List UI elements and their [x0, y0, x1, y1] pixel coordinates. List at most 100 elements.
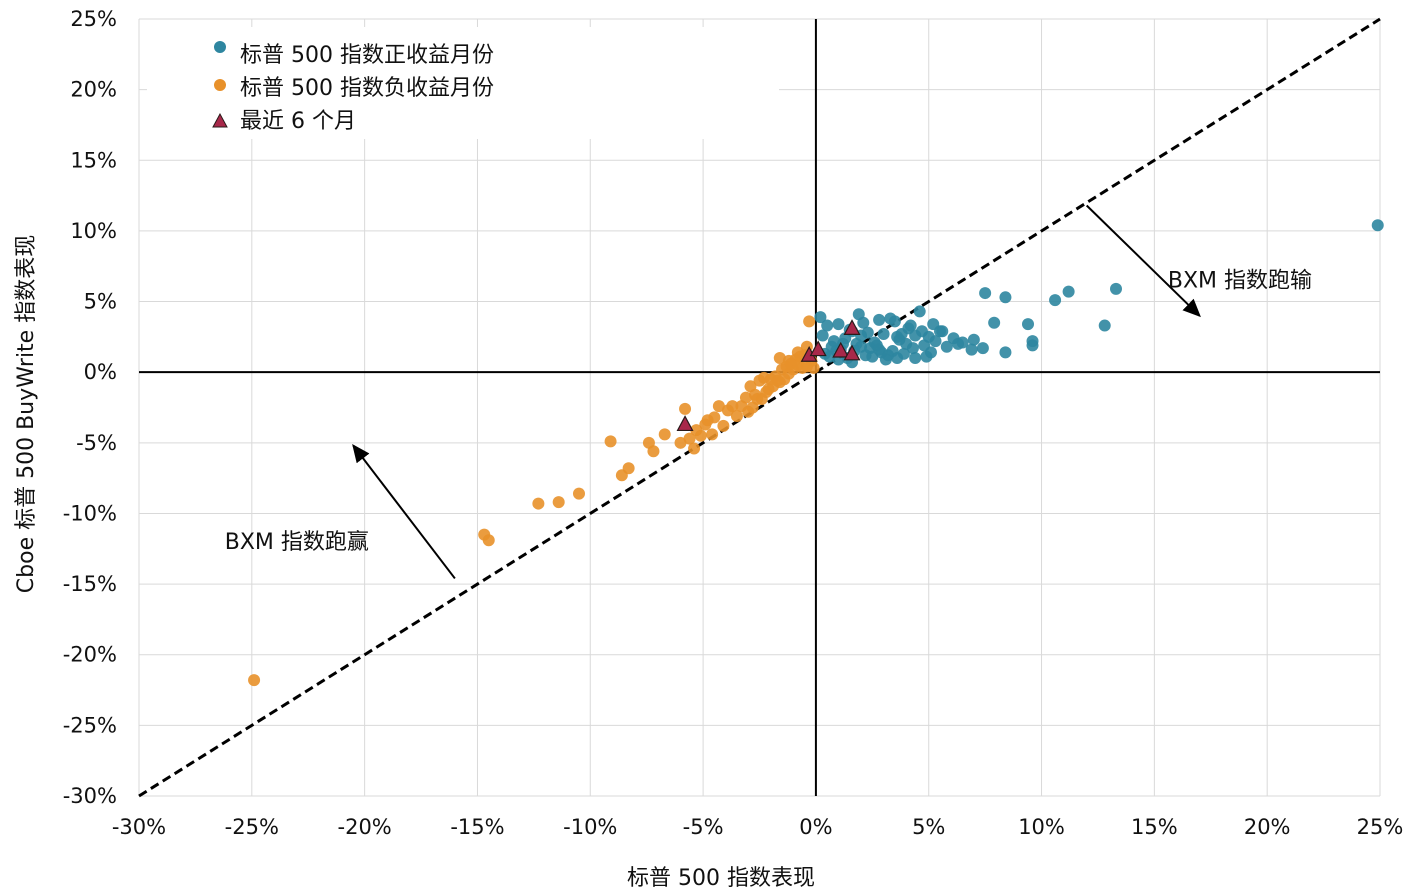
point-series-0-1 [1110, 282, 1123, 295]
point-series-0-27 [884, 312, 897, 325]
point-series-1-20 [712, 400, 725, 413]
annotation-arrows [352, 204, 1201, 580]
y-axis-title: Cboe 标普 500 BuyWrite 指数表现 [14, 235, 39, 593]
point-series-2-2 [809, 340, 827, 357]
point-series-0-4 [1098, 319, 1111, 332]
x-tick-label-11: 25% [1357, 815, 1404, 839]
point-series-0-2 [1062, 285, 1075, 298]
x-tick-label-0: -30% [112, 815, 166, 839]
x-tick-label-7: 5% [912, 815, 945, 839]
point-series-1-11 [658, 428, 671, 441]
point-series-1-52 [807, 361, 820, 374]
data-points [248, 219, 1384, 687]
legend-label-negative: 标普 500 指数负收益月份 [240, 76, 494, 101]
y-tick-label-2: -20% [63, 643, 117, 667]
point-series-0-74 [909, 352, 922, 365]
annotation-text-0: BXM 指数跑输 [1168, 268, 1312, 293]
point-series-0-5 [979, 287, 992, 300]
point-series-1-23 [726, 400, 739, 413]
point-series-0-18 [936, 325, 949, 338]
y-tick-label-1: -25% [63, 713, 117, 737]
legend-label-positive: 标普 500 指数正收益月份 [240, 43, 494, 68]
y-tick-label-7: 5% [84, 290, 117, 314]
point-series-0-69 [904, 319, 917, 332]
point-series-1-8 [622, 462, 635, 475]
point-series-0-3 [1049, 294, 1062, 307]
point-series-1-3 [532, 497, 545, 510]
point-series-1-21 [717, 419, 730, 432]
annotation-text-1: BXM 指数跑赢 [225, 530, 369, 555]
point-series-1-2 [482, 534, 495, 547]
point-series-0-46 [814, 311, 827, 324]
point-series-0-11 [999, 346, 1012, 359]
point-series-1-18 [706, 428, 719, 441]
point-series-1-15 [688, 442, 701, 455]
point-series-1-56 [760, 385, 773, 398]
x-tick-labels: -30% -25% -20% -15% -10% -5% 0% 5% 10% 15% 20% 25% [112, 815, 1403, 839]
legend-background [147, 27, 779, 139]
point-series-0-64 [823, 350, 836, 363]
point-series-1-5 [572, 487, 585, 500]
legend: 标普 500 指数正收益月份 标普 500 指数负收益月份 最近 6 个月 [212, 41, 494, 134]
y-tick-label-3: -15% [63, 572, 117, 596]
point-series-0-12 [976, 342, 989, 355]
point-series-0-45 [816, 329, 829, 342]
point-series-1-24 [730, 409, 743, 422]
point-series-0-66 [940, 340, 953, 353]
x-tick-label-5: -5% [683, 815, 724, 839]
legend-label-recent: 最近 6 个月 [240, 109, 356, 134]
point-series-0-10 [988, 316, 1001, 329]
point-series-1-4 [552, 496, 565, 509]
point-series-1-57 [771, 374, 784, 387]
y-tick-label-4: -10% [63, 501, 117, 525]
reference-line [138, 17, 1381, 798]
point-series-0-65 [952, 337, 965, 350]
grid-lines [138, 18, 1381, 797]
x-tick-label-3: -15% [450, 815, 504, 839]
legend-marker-positive [214, 41, 226, 53]
x-tick-label-10: 20% [1244, 815, 1291, 839]
point-series-1-13 [679, 402, 692, 415]
x-tick-label-8: 10% [1018, 815, 1065, 839]
point-series-1-6 [604, 435, 617, 448]
x-tick-label-4: -10% [563, 815, 617, 839]
point-series-2-0 [676, 415, 694, 432]
annotations: BXM 指数跑输 BXM 指数跑赢 [225, 268, 1312, 554]
point-series-0-63 [825, 340, 838, 353]
y-tick-label-10: 20% [70, 78, 117, 102]
y-tick-label-0: -30% [63, 784, 117, 808]
point-series-0-21 [913, 305, 926, 318]
point-series-1-61 [791, 346, 804, 359]
point-series-0-75 [873, 343, 886, 356]
x-tick-label-1: -25% [225, 815, 279, 839]
point-series-0-9 [1022, 318, 1035, 331]
point-series-1-50 [803, 315, 816, 328]
annotation-arrow-1 [352, 444, 456, 580]
point-series-0-73 [891, 330, 904, 343]
point-series-0-6 [999, 291, 1012, 304]
point-series-0-29 [877, 328, 890, 341]
point-series-0-8 [1026, 339, 1039, 352]
y-tick-label-11: 25% [70, 7, 117, 31]
point-series-0-0 [1371, 219, 1384, 232]
point-series-0-30 [873, 313, 886, 326]
point-series-0-43 [821, 319, 834, 332]
y-tick-label-8: 10% [70, 219, 117, 243]
diagonal-reference-line [138, 17, 1381, 798]
point-series-2-5 [843, 344, 861, 361]
point-series-0-48 [920, 350, 933, 363]
point-series-2-3 [832, 341, 850, 358]
point-series-1-54 [751, 393, 764, 406]
y-tick-label-9: 15% [70, 148, 117, 172]
point-series-0-14 [965, 343, 978, 356]
y-tick-labels: -30% -25% -20% -15% -10% -5% 0% 5% 10% 15% 20% 25% [63, 7, 117, 808]
zero-axes [139, 19, 1380, 796]
legend-marker-negative [214, 79, 226, 91]
point-series-1-0 [248, 674, 261, 687]
point-series-1-10 [647, 445, 660, 458]
point-series-2-4 [843, 319, 861, 335]
point-series-0-71 [855, 340, 868, 353]
point-series-0-13 [967, 333, 980, 346]
point-series-1-26 [739, 391, 752, 404]
point-series-1-55 [742, 405, 755, 418]
